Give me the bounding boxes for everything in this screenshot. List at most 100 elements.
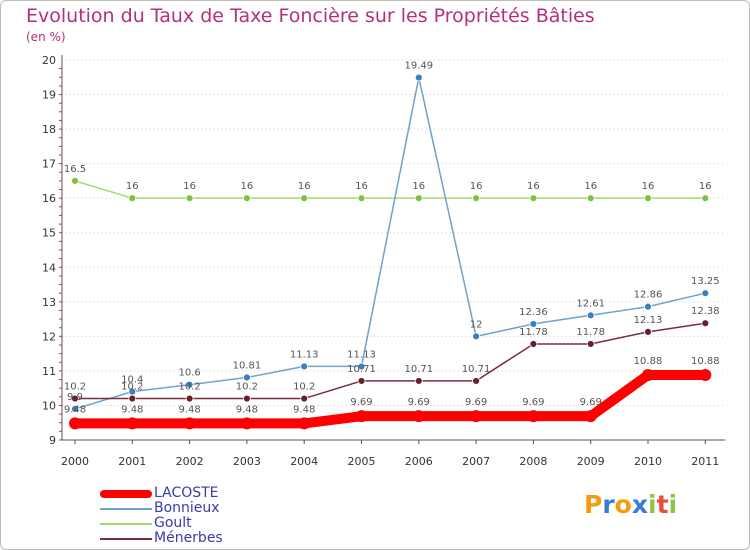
data-label: 10.71 — [404, 364, 433, 375]
data-point — [701, 194, 710, 203]
x-tick-label: 2008 — [519, 455, 547, 468]
legend-swatch — [100, 490, 152, 498]
data-point — [69, 417, 81, 430]
data-label: 9.69 — [350, 397, 372, 408]
legend-label: Bonnieux — [154, 500, 220, 516]
legend-item-goult: Goult — [100, 515, 300, 531]
data-point — [642, 369, 654, 382]
data-label: 10.2 — [121, 382, 143, 393]
x-tick-label: 2011 — [691, 455, 719, 468]
data-point — [242, 394, 251, 403]
legend-item-bonnieux: Bonnieux — [100, 500, 300, 516]
data-point — [414, 194, 423, 203]
legend-swatch — [100, 538, 152, 540]
data-point — [242, 194, 251, 203]
data-label: 10.2 — [236, 382, 258, 393]
proxiti-logo: Proxiti — [584, 490, 677, 519]
data-label: 11.78 — [519, 327, 548, 338]
data-point — [529, 320, 538, 328]
data-point — [586, 340, 595, 348]
data-point — [644, 327, 652, 336]
data-point — [472, 332, 481, 341]
data-label: 10.2 — [64, 382, 86, 393]
y-tick-label: 12 — [42, 330, 56, 343]
data-point — [71, 177, 79, 185]
data-point — [357, 194, 366, 203]
data-point — [529, 194, 538, 203]
data-label: 16 — [241, 181, 254, 192]
x-tick-label: 2003 — [233, 455, 261, 468]
x-tick-label: 2001 — [118, 455, 146, 468]
data-label: 11.13 — [290, 349, 319, 360]
series-line-goult — [74, 180, 707, 199]
legend-item-lacoste: LACOSTE — [100, 485, 300, 501]
data-label: 10.88 — [634, 356, 663, 367]
data-point — [357, 377, 366, 385]
data-point — [472, 194, 481, 203]
series-line-bonnieux — [74, 76, 707, 410]
data-label: 16 — [298, 181, 311, 192]
x-tick-label: 2006 — [405, 455, 433, 468]
x-tick-label: 2009 — [577, 455, 605, 468]
series-line-lacoste — [70, 370, 711, 429]
data-label: 16 — [183, 181, 196, 192]
data-label: 16 — [642, 181, 655, 192]
data-label: 9.9 — [67, 392, 83, 403]
x-tick-label: 2004 — [290, 455, 318, 468]
logo-letter: P — [584, 490, 603, 519]
y-tick-label: 13 — [42, 296, 56, 309]
x-tick-label: 2002 — [176, 455, 204, 468]
data-point — [699, 369, 712, 382]
data-point — [185, 394, 194, 403]
data-point — [300, 362, 309, 371]
data-point — [357, 362, 366, 371]
data-point — [298, 417, 311, 430]
data-point — [586, 194, 595, 203]
data-point — [586, 311, 595, 320]
data-label: 10.81 — [233, 360, 262, 371]
chart-unit-label: (en %) — [26, 30, 66, 44]
data-label: 16 — [126, 181, 139, 192]
logo-letter: i — [668, 490, 678, 519]
logo-letter: t — [656, 490, 669, 519]
data-label: 9.48 — [236, 404, 258, 415]
data-label: 12.61 — [576, 298, 605, 309]
data-label: 9.69 — [522, 397, 544, 408]
data-label: 10.71 — [462, 364, 491, 375]
data-point — [300, 194, 309, 203]
data-label: 10.6 — [178, 368, 200, 379]
data-label: 16 — [355, 181, 368, 192]
data-label: 9.69 — [580, 397, 602, 408]
legend-swatch — [100, 523, 152, 525]
data-label: 9.48 — [121, 404, 143, 415]
data-point — [701, 289, 710, 298]
x-tick-label: 2005 — [348, 455, 376, 468]
data-point — [472, 377, 481, 385]
data-point — [183, 417, 196, 430]
data-label: 10.88 — [691, 356, 720, 367]
data-label: 16 — [470, 181, 483, 192]
data-point — [71, 405, 79, 413]
data-label: 13.25 — [691, 276, 720, 287]
data-point — [300, 394, 309, 403]
data-point — [644, 302, 652, 311]
data-point — [240, 417, 253, 430]
x-tick-label: 2007 — [462, 455, 490, 468]
logo-letter: x — [631, 490, 648, 519]
data-label: 19.49 — [404, 61, 433, 72]
data-point — [128, 194, 137, 203]
data-point — [414, 377, 423, 385]
data-label: 9.69 — [465, 397, 487, 408]
y-tick-label: 19 — [42, 89, 56, 102]
data-point — [701, 319, 710, 328]
data-point — [584, 410, 597, 423]
y-tick-label: 18 — [42, 123, 56, 136]
chart-title: Evolution du Taux de Taxe Foncière sur l… — [26, 5, 595, 27]
y-tick-label: 17 — [42, 158, 56, 171]
data-label: 10.71 — [347, 364, 376, 375]
legend-item-ménerbes: Ménerbes — [100, 530, 300, 546]
data-label: 12.86 — [634, 290, 663, 301]
y-tick-label: 14 — [42, 261, 56, 274]
